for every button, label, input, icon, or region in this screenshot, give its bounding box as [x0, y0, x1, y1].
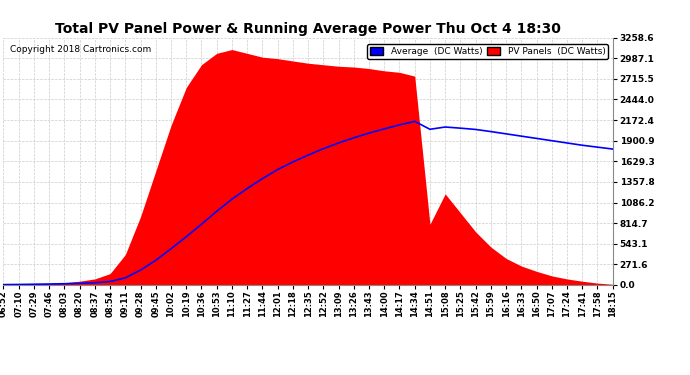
Title: Total PV Panel Power & Running Average Power Thu Oct 4 18:30: Total PV Panel Power & Running Average P…: [55, 22, 561, 36]
Text: Copyright 2018 Cartronics.com: Copyright 2018 Cartronics.com: [10, 45, 151, 54]
Legend: Average  (DC Watts), PV Panels  (DC Watts): Average (DC Watts), PV Panels (DC Watts): [367, 45, 608, 59]
